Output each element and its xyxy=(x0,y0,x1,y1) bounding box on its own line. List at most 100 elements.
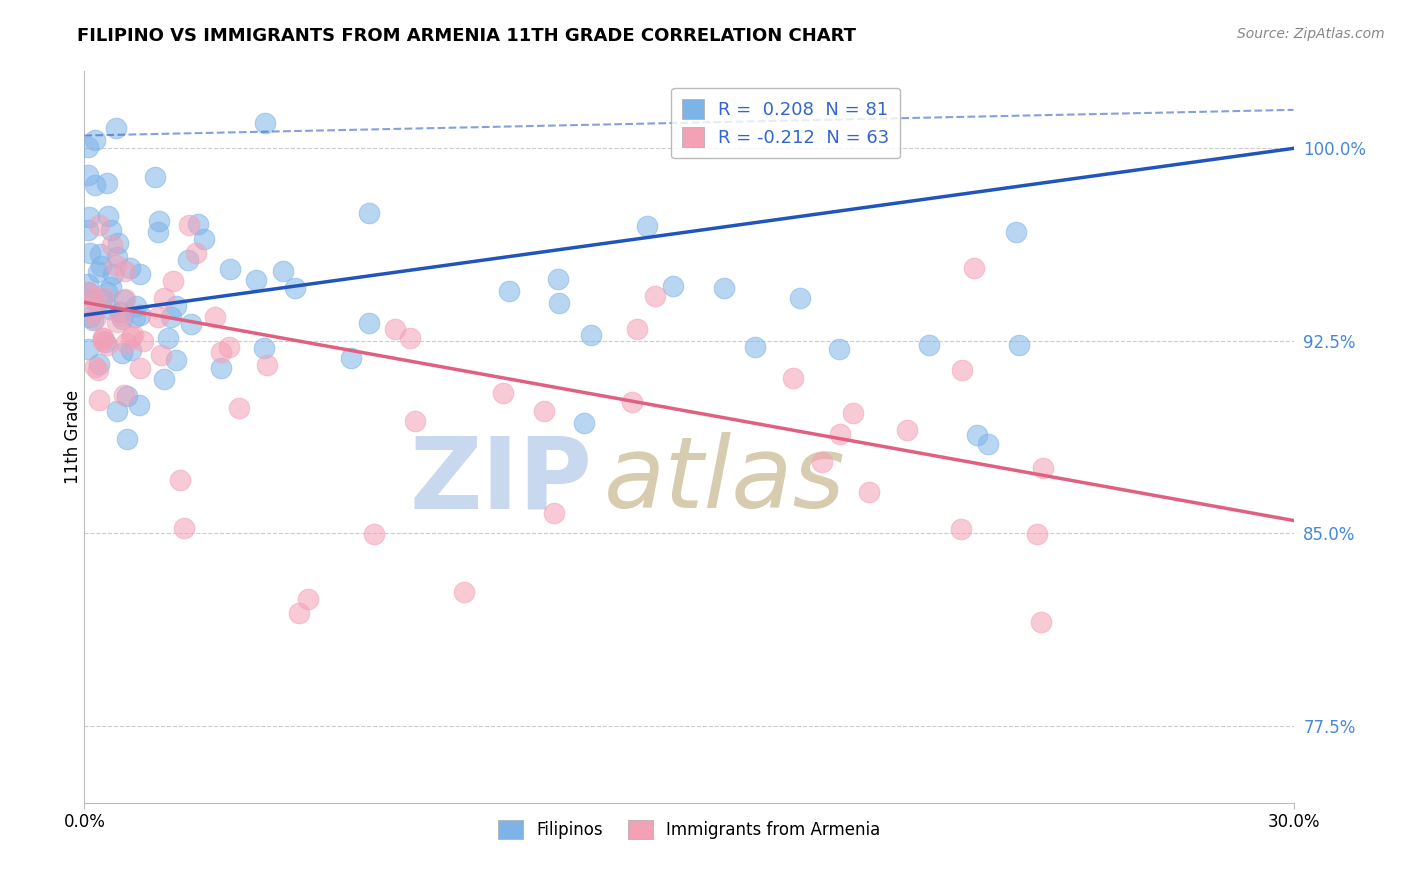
Point xyxy=(84,359,107,374)
Point xyxy=(129,361,152,376)
Point xyxy=(120,343,142,357)
Point xyxy=(125,299,148,313)
Point xyxy=(254,116,277,130)
Point xyxy=(112,293,135,307)
Point xyxy=(359,316,381,330)
Point xyxy=(82,312,104,326)
Point xyxy=(79,310,101,324)
Point xyxy=(177,252,200,267)
Point xyxy=(91,331,114,345)
Point xyxy=(384,321,406,335)
Point xyxy=(180,317,202,331)
Point xyxy=(105,258,128,272)
Text: Source: ZipAtlas.com: Source: ZipAtlas.com xyxy=(1237,27,1385,41)
Point xyxy=(82,303,104,318)
Point xyxy=(162,274,184,288)
Point xyxy=(453,585,475,599)
Point xyxy=(620,395,643,409)
Point xyxy=(363,527,385,541)
Point xyxy=(77,210,100,224)
Point xyxy=(1031,615,1053,629)
Point xyxy=(153,371,176,385)
Point xyxy=(644,289,666,303)
Point xyxy=(84,133,107,147)
Point xyxy=(114,264,136,278)
Point xyxy=(105,404,128,418)
Point xyxy=(547,272,569,286)
Point xyxy=(122,328,145,343)
Point xyxy=(77,169,100,183)
Point xyxy=(79,245,101,260)
Point xyxy=(896,423,918,437)
Point xyxy=(148,213,170,227)
Point xyxy=(87,219,110,233)
Point xyxy=(124,310,146,324)
Point xyxy=(115,389,138,403)
Point xyxy=(165,353,187,368)
Point xyxy=(713,281,735,295)
Point xyxy=(218,341,240,355)
Point xyxy=(949,522,972,536)
Point xyxy=(83,291,105,305)
Point xyxy=(77,140,100,154)
Point xyxy=(90,292,112,306)
Point xyxy=(98,302,121,317)
Point xyxy=(96,285,118,300)
Point xyxy=(96,176,118,190)
Point xyxy=(271,264,294,278)
Point xyxy=(828,342,851,356)
Point xyxy=(950,363,973,377)
Point xyxy=(87,358,110,372)
Point xyxy=(828,426,851,441)
Point xyxy=(114,292,136,306)
Point xyxy=(209,360,232,375)
Point xyxy=(89,247,111,261)
Text: atlas: atlas xyxy=(605,433,846,530)
Point xyxy=(77,285,100,299)
Point xyxy=(91,331,114,345)
Point xyxy=(1026,527,1049,541)
Point xyxy=(782,371,804,385)
Point xyxy=(104,120,127,135)
Point xyxy=(83,178,105,192)
Point xyxy=(103,267,125,281)
Point xyxy=(548,295,571,310)
Point xyxy=(129,267,152,281)
Point xyxy=(579,328,602,343)
Point xyxy=(1032,460,1054,475)
Point xyxy=(143,169,166,184)
Point xyxy=(105,315,128,329)
Point xyxy=(284,281,307,295)
Point xyxy=(91,290,114,304)
Point xyxy=(744,340,766,354)
Point xyxy=(110,309,132,323)
Point xyxy=(533,404,555,418)
Point xyxy=(87,363,110,377)
Point xyxy=(118,260,141,275)
Point xyxy=(94,334,117,349)
Point xyxy=(228,401,250,415)
Point xyxy=(340,351,363,365)
Point xyxy=(187,217,209,231)
Point xyxy=(77,223,100,237)
Point xyxy=(404,414,426,428)
Point xyxy=(100,280,122,294)
Point xyxy=(97,209,120,223)
Point xyxy=(146,310,169,324)
Point xyxy=(111,312,134,326)
Point xyxy=(1005,225,1028,239)
Point xyxy=(253,341,276,355)
Point xyxy=(399,331,422,345)
Point xyxy=(572,416,595,430)
Point xyxy=(105,250,128,264)
Point xyxy=(115,432,138,446)
Text: ZIP: ZIP xyxy=(409,433,592,530)
Point xyxy=(83,311,105,326)
Point xyxy=(77,277,100,291)
Point xyxy=(842,406,865,420)
Point xyxy=(966,427,988,442)
Point xyxy=(963,261,986,276)
Point xyxy=(179,219,201,233)
Point xyxy=(637,219,659,233)
Point xyxy=(858,484,880,499)
